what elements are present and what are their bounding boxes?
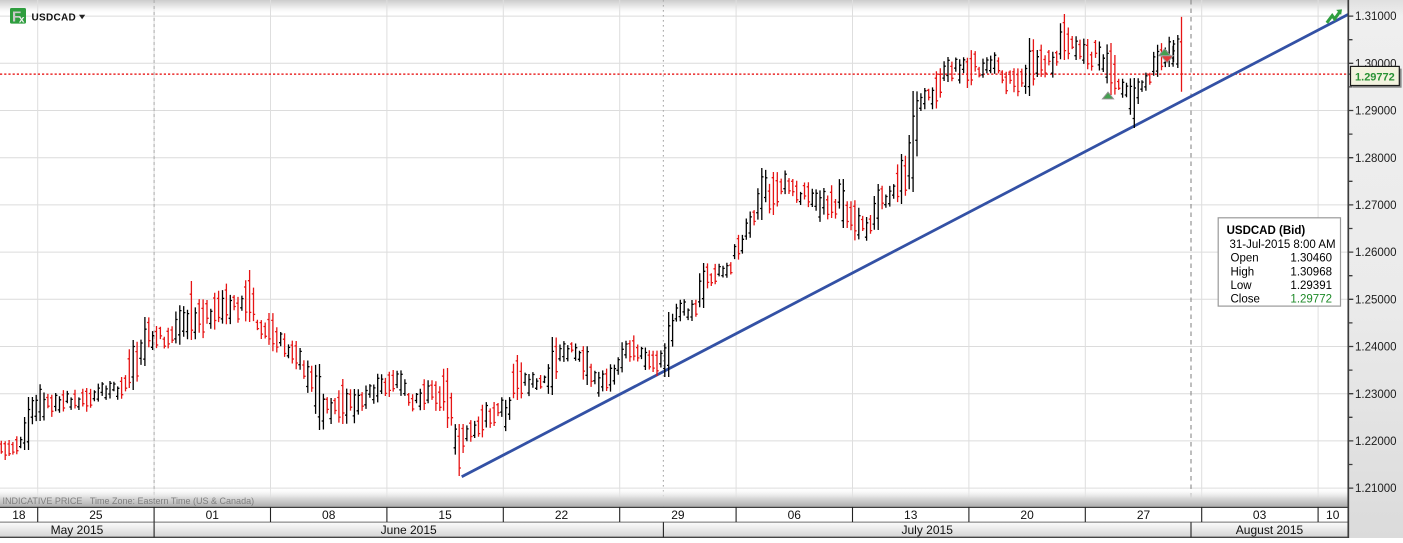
svg-text:1.25000: 1.25000 (1355, 294, 1397, 306)
svg-text:May 2015: May 2015 (51, 523, 104, 537)
svg-text:Open: Open (1231, 253, 1259, 265)
svg-text:06: 06 (788, 508, 802, 522)
svg-text:15: 15 (438, 508, 452, 522)
svg-text:1.30968: 1.30968 (1290, 266, 1332, 278)
svg-text:1.29000: 1.29000 (1355, 106, 1397, 118)
svg-text:31-Jul-2015 8:00 AM: 31-Jul-2015 8:00 AM (1230, 239, 1336, 251)
svg-text:INDICATIVE PRICE Time Zone:: INDICATIVE PRICE Time Zone: Eastern Time… (3, 496, 255, 506)
svg-text:June 2015: June 2015 (381, 523, 437, 537)
svg-text:1.30460: 1.30460 (1290, 253, 1332, 265)
svg-text:1.29391: 1.29391 (1290, 280, 1332, 292)
svg-text:1.22000: 1.22000 (1355, 436, 1397, 448)
svg-text:Low: Low (1231, 280, 1253, 292)
svg-text:1.21000: 1.21000 (1355, 483, 1397, 495)
svg-text:1.24000: 1.24000 (1355, 342, 1397, 354)
svg-text:August 2015: August 2015 (1236, 523, 1304, 537)
svg-text:1.29772: 1.29772 (1355, 71, 1395, 83)
svg-text:1.29772: 1.29772 (1290, 294, 1332, 306)
svg-text:1.23000: 1.23000 (1355, 389, 1397, 401)
svg-text:22: 22 (555, 508, 569, 522)
svg-text:F: F (12, 9, 21, 26)
svg-text:x: x (19, 14, 25, 25)
svg-text:03: 03 (1253, 508, 1267, 522)
svg-text:27: 27 (1137, 508, 1151, 522)
svg-text:08: 08 (322, 508, 336, 522)
svg-text:20: 20 (1020, 508, 1034, 522)
svg-text:10: 10 (1326, 508, 1340, 522)
svg-text:01: 01 (206, 508, 220, 522)
svg-text:1.31000: 1.31000 (1355, 11, 1397, 23)
svg-text:18: 18 (12, 508, 26, 522)
svg-text:USDCAD: USDCAD (32, 12, 77, 23)
svg-text:July 2015: July 2015 (902, 523, 954, 537)
svg-text:Close: Close (1231, 294, 1260, 306)
svg-text:13: 13 (904, 508, 918, 522)
svg-text:USDCAD (Bid): USDCAD (Bid) (1227, 225, 1306, 237)
svg-text:1.27000: 1.27000 (1355, 200, 1397, 212)
svg-text:1.28000: 1.28000 (1355, 153, 1397, 165)
svg-text:High: High (1231, 266, 1255, 278)
svg-text:29: 29 (671, 508, 685, 522)
svg-text:1.26000: 1.26000 (1355, 247, 1397, 259)
svg-text:25: 25 (89, 508, 103, 522)
